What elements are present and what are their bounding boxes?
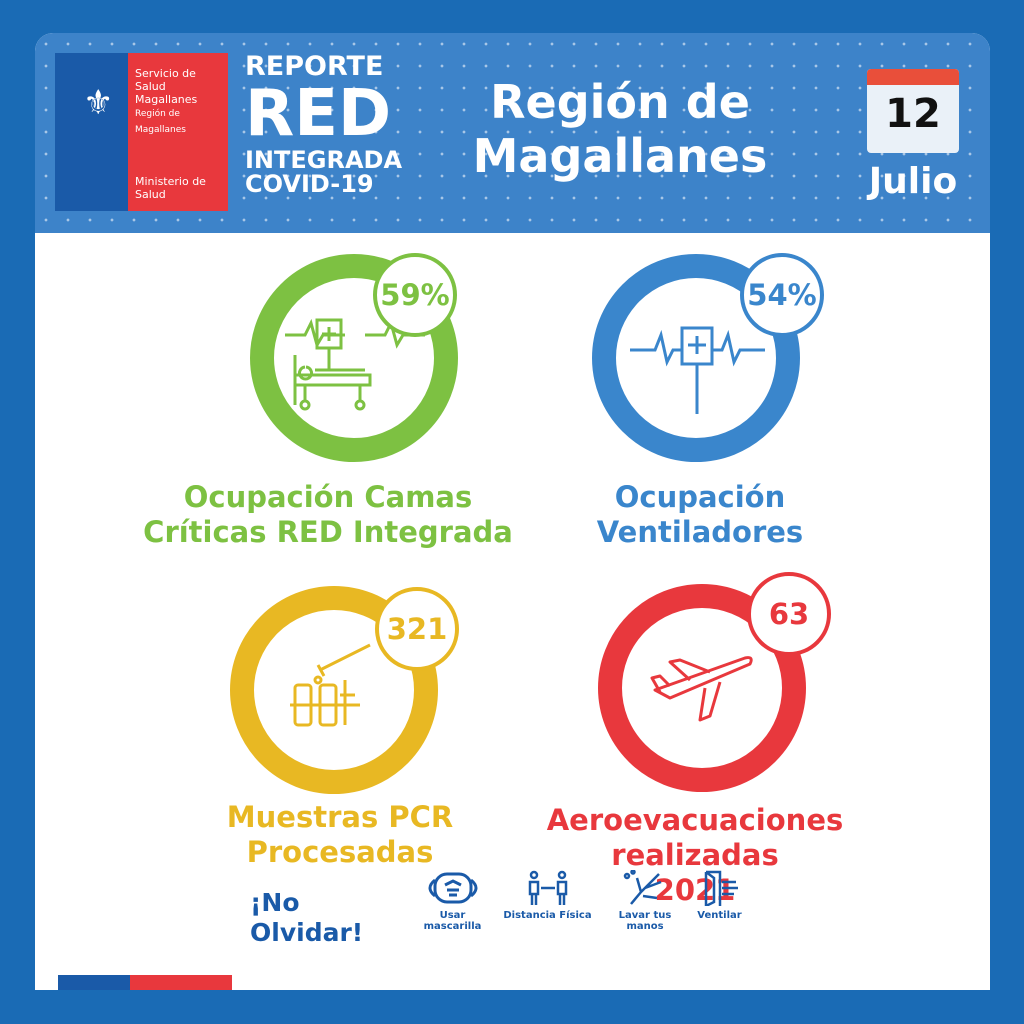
test-tubes-icon — [290, 643, 371, 727]
title-line1: Región de — [490, 75, 750, 129]
tip-label: Usar mascarilla — [423, 910, 482, 932]
report-line3: INTEGRADA — [245, 146, 403, 174]
stat-label-pcr: Muestras PCR Procesadas — [180, 800, 500, 870]
reminder-line1: ¡No — [250, 888, 300, 917]
calendar-icon: 12 — [867, 69, 959, 153]
label-line1: Ocupación Camas — [183, 480, 473, 514]
label-line2: Ventiladores — [596, 515, 804, 549]
logo-region: Región de Magallanes — [135, 109, 186, 135]
label-line3: 2021 — [654, 873, 736, 907]
label-line2: Críticas RED Integrada — [143, 515, 513, 549]
stat-label-beds: Ocupación Camas Críticas RED Integrada — [128, 480, 528, 550]
header: ⚜ Servicio de Salud Magallanes Región de… — [35, 33, 990, 233]
date-day: 12 — [885, 91, 941, 137]
report-title: REPORTE RED INTEGRADA COVID-19 — [245, 53, 402, 196]
tip-label: Distancia Física — [503, 910, 592, 921]
report-line2: RED — [245, 77, 392, 151]
ventilate-icon — [704, 870, 738, 906]
date-month: Julio — [868, 161, 958, 202]
distance-icon — [528, 870, 567, 905]
label-line1: Ocupación — [614, 480, 786, 514]
coat-of-arms-icon: ⚜ — [83, 83, 114, 123]
logo-flag-red: Servicio de Salud Magallanes Región de M… — [128, 53, 228, 211]
tip-distance: Distancia Física — [500, 870, 595, 921]
tip-label: Ventilar — [697, 910, 742, 921]
reminder-title: ¡No Olvidar! — [250, 888, 363, 948]
logo-flag-blue: ⚜ — [55, 53, 128, 211]
stat-value-pcr: 321 — [375, 587, 459, 671]
reminder-line2: Olvidar! — [250, 918, 364, 947]
flag-stripe-blue — [58, 975, 130, 990]
stat-label-airevac: Aeroevacuaciones realizadas 2021 — [520, 803, 870, 908]
mask-icon — [428, 872, 477, 904]
label-line1: Aeroevacuaciones — [546, 803, 844, 837]
stat-label-ventilators: Ocupación Ventiladores — [530, 480, 870, 550]
flag-stripe-red — [130, 975, 232, 990]
tip-mask: Usar mascarilla — [410, 870, 495, 932]
infographic-card: ⚜ Servicio de Salud Magallanes Región de… — [35, 33, 990, 990]
tip-label: Lavar tus manos — [618, 910, 672, 932]
logo-ministry: Ministerio de Salud — [135, 175, 206, 201]
stat-ring-beds — [250, 254, 458, 462]
report-line4: COVID-19 — [245, 170, 374, 198]
stat-value-beds: 59% — [373, 253, 457, 337]
ventilator-icon — [630, 326, 765, 414]
stat-value-airevac: 63 — [747, 572, 831, 656]
stat-value-ventilators: 54% — [740, 253, 824, 337]
label-line2: Procesadas — [246, 835, 434, 869]
page-title: Región de Magallanes — [435, 75, 805, 183]
label-line2: realizadas — [611, 838, 779, 872]
tip-ventilate: Ventilar — [692, 870, 747, 921]
hand-wash-icon — [623, 870, 662, 905]
label-line1: Muestras PCR — [226, 800, 454, 834]
logo-org: Servicio de Salud Magallanes — [135, 67, 198, 106]
title-line2: Magallanes — [472, 129, 768, 183]
report-line1: REPORTE — [245, 51, 384, 82]
tip-handwash: Lavar tus manos — [600, 870, 690, 932]
airplane-icon — [650, 656, 753, 722]
